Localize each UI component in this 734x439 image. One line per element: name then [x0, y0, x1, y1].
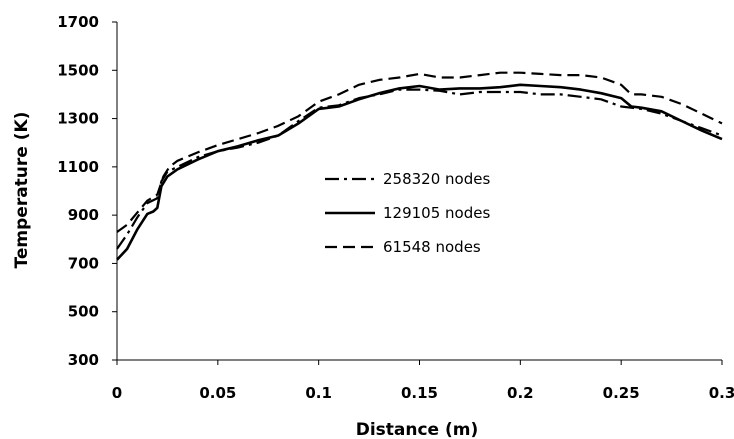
axes: 300 500 700 900 1100 1300 1500 1700 0 0.05 0.1 0.15…	[57, 13, 734, 402]
y-tick-label: 500	[68, 303, 99, 321]
plot-lines	[116, 71, 723, 261]
x-tick-label: 0.05	[199, 384, 236, 402]
legend-label-1: 129105 nodes	[383, 204, 490, 222]
x-tick-label: 0.2	[507, 384, 534, 402]
y-tick-label: 1300	[57, 110, 99, 128]
x-tick-label: 0.3	[709, 384, 734, 402]
legend-label-2: 61548 nodes	[383, 238, 481, 256]
y-tick-label: 1100	[57, 158, 99, 176]
x-tick-label: 0.25	[603, 384, 640, 402]
y-tick-label: 1500	[57, 61, 99, 79]
y-tick-label: 300	[68, 351, 99, 369]
y-tick-label: 1700	[57, 13, 99, 31]
x-tick-label: 0.1	[305, 384, 332, 402]
y-axis-title: Temperature (K)	[12, 112, 32, 269]
x-tick-label: 0.15	[401, 384, 438, 402]
x-tick-label: 0	[112, 384, 122, 402]
legend-label-0: 258320 nodes	[383, 170, 490, 188]
x-axis-title: Distance (m)	[356, 420, 479, 439]
series-line-2	[116, 71, 723, 233]
series-line-1	[116, 83, 723, 261]
legend: 258320 nodes 129105 nodes 61548 nodes	[325, 170, 490, 256]
y-tick-label: 900	[68, 206, 99, 224]
y-tick-label: 700	[68, 254, 99, 272]
